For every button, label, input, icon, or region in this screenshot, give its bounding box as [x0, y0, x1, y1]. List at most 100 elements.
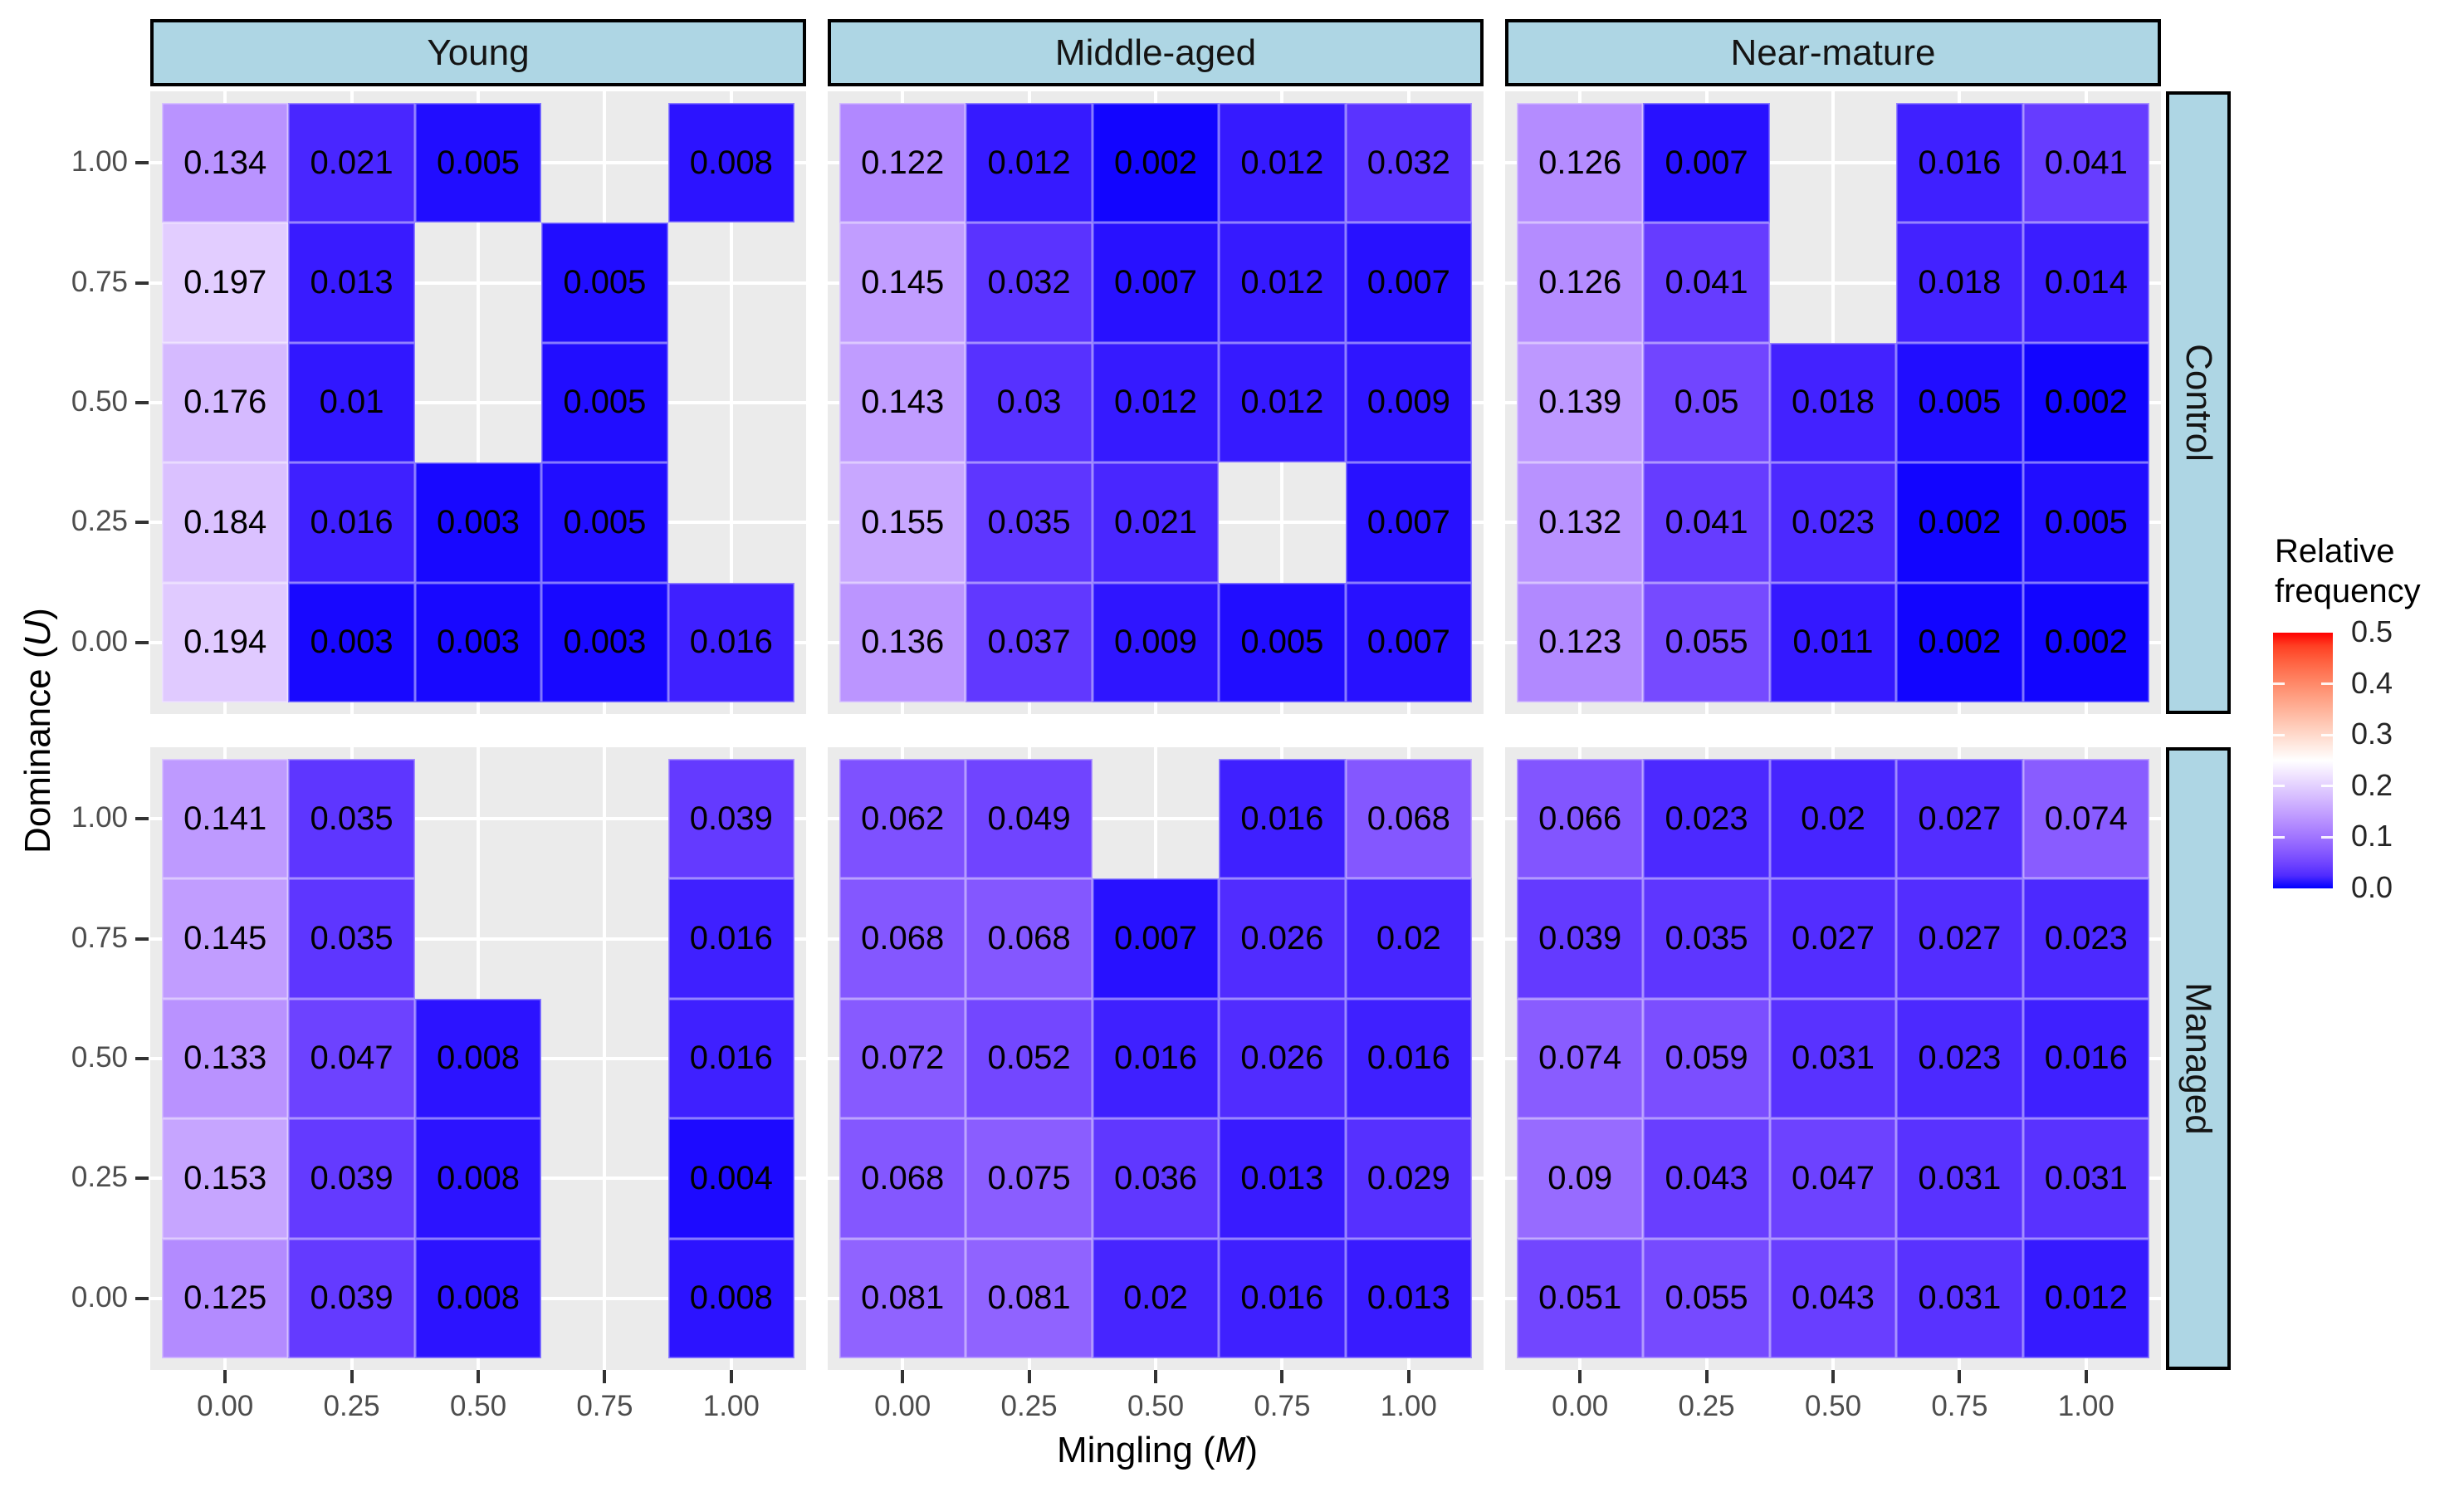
legend-title-line1: Relative	[2275, 533, 2395, 570]
tile-value: 0.012	[2044, 1279, 2128, 1317]
tile-value: 0.039	[1538, 920, 1622, 957]
x-axis-tick-label: 0.25	[1678, 1390, 1735, 1422]
y-axis-tick-mark	[135, 937, 149, 941]
tile-value: 0.133	[183, 1040, 267, 1077]
tile-value: 0.016	[689, 920, 773, 957]
heatmap-tile: 0.016	[667, 878, 794, 999]
facet-strip-young-label: Young	[427, 32, 530, 73]
facet-strip-near-mature: Near-mature	[1505, 19, 2161, 86]
heatmap-tile: 0.021	[1092, 462, 1220, 583]
y-axis-tick-label: 0.00	[71, 624, 128, 658]
heatmap-tile: 0.012	[2022, 1238, 2149, 1358]
heatmap-tile: 0.197	[162, 223, 289, 343]
tile-value: 0.032	[1366, 144, 1450, 181]
gridline-vertical	[729, 91, 733, 714]
heatmap-tile: 0.008	[667, 1238, 794, 1358]
tile-value: 0.002	[1113, 144, 1198, 181]
heatmap-tile: 0.003	[288, 582, 415, 702]
y-axis-tick-label: 0.25	[71, 1161, 128, 1194]
heatmap-tile: 0.037	[966, 582, 1093, 702]
heatmap-tile: 0.016	[288, 462, 415, 583]
y-axis-title-var: U	[17, 619, 58, 647]
y-axis-tick-label: 0.75	[71, 265, 128, 298]
heatmap-tile: 0.051	[1517, 1238, 1644, 1358]
heatmap-tile: 0.081	[839, 1238, 966, 1358]
tile-value: 0.122	[861, 144, 945, 181]
y-axis-title: Dominance (U)	[17, 608, 59, 854]
tile-value: 0.055	[1665, 1279, 1748, 1317]
x-axis-tick-mark	[729, 1370, 733, 1383]
y-axis-tick-mark	[135, 640, 149, 644]
x-axis-tick-mark	[1406, 1370, 1410, 1383]
heatmap-tile: 0.016	[667, 582, 794, 702]
heatmap-tile: 0.023	[2022, 878, 2149, 999]
tile-value: 0.004	[689, 1159, 773, 1196]
y-axis-tick-label: 0.50	[71, 1041, 128, 1074]
tile-value: 0.026	[1240, 920, 1324, 957]
x-axis-title-text: Mingling (	[1056, 1430, 1215, 1470]
heatmap-tile: 0.068	[966, 878, 1093, 999]
tile-value: 0.035	[310, 920, 394, 957]
tile-value: 0.041	[1665, 264, 1748, 301]
tile-value: 0.031	[1791, 1040, 1875, 1077]
heatmap-tile: 0.005	[541, 462, 668, 583]
legend-tick-label: 0.2	[2351, 767, 2393, 802]
x-axis-tick-label: 0.00	[1552, 1390, 1609, 1422]
tile-value: 0.008	[436, 1279, 521, 1317]
y-axis-title-text: Dominance (	[17, 646, 58, 854]
tile-value: 0.002	[2044, 384, 2128, 421]
x-axis-tick-mark	[350, 1370, 354, 1383]
y-axis-tick-mark	[135, 161, 149, 165]
gridline-horizontal	[150, 401, 806, 404]
heatmap-tile: 0.009	[1092, 582, 1220, 702]
heatmap-tile: 0.009	[1345, 342, 1472, 463]
tile-value: 0.012	[1240, 264, 1324, 301]
facet-strip-near-mature-label: Near-mature	[1730, 32, 1936, 73]
y-axis-tick-label: 0.75	[71, 921, 128, 954]
heatmap-tile: 0.035	[288, 759, 415, 879]
x-axis-title-close: )	[1245, 1430, 1259, 1470]
heatmap-tile: 0.016	[2022, 998, 2149, 1119]
x-axis-tick-label: 0.25	[323, 1390, 380, 1422]
heatmap-tile: 0.035	[288, 878, 415, 999]
tile-value: 0.197	[183, 264, 267, 301]
heatmap-tile: 0.029	[1345, 1118, 1472, 1239]
y-axis-tick-mark	[135, 521, 149, 525]
heatmap-panel-middle-aged-control: 0.122 0.012 0.002 0.012 0.032 0.145 0.032 0.007…	[828, 91, 1484, 714]
legend-tick-mark	[2273, 733, 2285, 736]
tile-value: 0.027	[1918, 920, 2002, 957]
tile-value: 0.008	[436, 1159, 521, 1196]
tile-value: 0.008	[689, 1279, 773, 1317]
tile-value: 0.09	[1547, 1159, 1613, 1196]
heatmap-tile: 0.126	[1517, 103, 1644, 223]
tile-value: 0.039	[310, 1279, 394, 1317]
x-axis-tick-label: 0.25	[1000, 1390, 1058, 1422]
tile-value: 0.037	[987, 624, 1071, 661]
tile-value: 0.049	[987, 800, 1071, 837]
facet-strip-young: Young	[150, 19, 806, 86]
tile-value: 0.145	[183, 920, 267, 957]
tile-value: 0.007	[1366, 624, 1450, 661]
tile-value: 0.002	[1918, 624, 2002, 661]
heatmap-tile: 0.039	[667, 759, 794, 879]
tile-value: 0.125	[183, 1279, 267, 1317]
tile-value: 0.02	[1376, 920, 1441, 957]
heatmap-tile: 0.055	[1643, 1238, 1770, 1358]
legend-tick-mark	[2273, 682, 2285, 686]
x-axis-tick-mark	[1704, 1370, 1709, 1383]
x-axis-tick-mark	[1831, 1370, 1835, 1383]
heatmap-tile: 0.132	[1517, 462, 1644, 583]
heatmap-tile: 0.047	[288, 998, 415, 1119]
tile-value: 0.068	[987, 920, 1071, 957]
heatmap-panel-young-control: 0.134 0.021 0.005 0.008 0.197 0.013 0.005 0.176…	[150, 91, 806, 714]
tile-value: 0.176	[183, 384, 267, 421]
tile-value: 0.126	[1538, 144, 1622, 181]
tile-value: 0.035	[987, 503, 1071, 541]
heatmap-tile: 0.023	[1769, 462, 1897, 583]
tile-value: 0.052	[987, 1040, 1071, 1077]
y-axis-tick-mark	[135, 401, 149, 404]
heatmap-tile: 0.02	[1092, 1238, 1220, 1358]
heatmap-tile: 0.031	[1769, 998, 1897, 1119]
tile-value: 0.018	[1791, 384, 1875, 421]
heatmap-tile: 0.035	[966, 462, 1093, 583]
